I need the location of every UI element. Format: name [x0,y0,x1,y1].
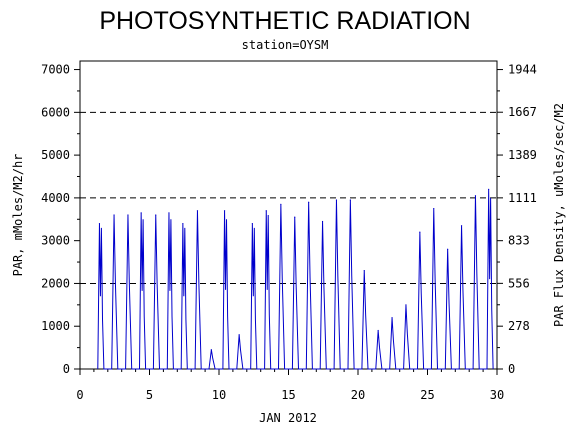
daily-peak-point [377,329,379,332]
y-tick-label: 5000 [41,148,70,162]
daily-peak-point [223,210,226,212]
y2-tick-label: 833 [508,234,530,248]
y2-tick-label: 1944 [508,63,537,77]
daily-peak-point [335,199,338,201]
daily-peak-point [447,248,449,250]
y-axis-title: PAR, mMoles/M2/hr [11,154,25,277]
daily-peak-point [251,222,253,225]
daily-peak-point [363,270,365,272]
daily-peak-point [280,203,282,205]
daily-peak-point [238,334,240,336]
daily-peak-point [460,225,463,227]
chart-title: PHOTOSYNTHETIC RADIATION [99,7,470,35]
x-tick-label: 20 [351,388,365,402]
y2-tick-label: 1667 [508,105,537,119]
y2-tick-label: 1111 [508,191,537,205]
daily-peak-point [127,214,129,216]
daily-peak-point [321,220,324,223]
daily-peak-point [182,222,184,225]
x-tick-label: 0 [76,388,83,402]
y-axis-ticks: 0 1000 2000 3000 4000 5000 6000 7000 [41,63,80,376]
daily-peak-point [349,199,351,201]
chart-subtitle: station=OYSM [242,38,329,52]
daily-peak-point [308,201,310,203]
y-tick-label: 3000 [41,234,70,248]
y2-tick-label: 1389 [508,148,537,162]
x-axis-title: JAN 2012 [259,411,317,425]
daily-peak-point [433,207,435,210]
x-tick-label: 30 [490,388,504,402]
daily-peak-point [265,210,267,212]
par-series-line [97,189,494,370]
y-tick-label: 2000 [41,276,70,290]
y-tick-label: 0 [63,362,70,376]
y-tick-label: 7000 [41,63,70,77]
y2-axis-title: PAR Flux Density, uMoles/sec/M2 [552,103,566,327]
daily-peak-point [488,188,490,190]
plot-frame [79,60,498,370]
y2-axis-ticks: 0 278 556 833 1111 1389 1667 1944 [497,63,537,376]
daily-peak-point [405,304,407,306]
y2-tick-label: 556 [508,276,530,290]
daily-peak-point [98,222,101,225]
y-tick-label: 1000 [41,319,70,333]
daily-peak-point [391,317,393,319]
y-tick-label: 6000 [41,105,70,119]
x-axis-ticks: 0 5 10 15 20 25 30 [76,369,504,402]
daily-peak-point [140,212,142,214]
daily-peak-point [210,349,212,351]
y2-tick-label: 0 [508,362,515,376]
x-tick-label: 5 [146,388,153,402]
y-tick-label: 4000 [41,191,70,205]
x-tick-label: 10 [212,388,226,402]
daily-peak-point [474,195,477,197]
daily-peak-point [196,210,199,212]
daily-peak-point [294,216,296,218]
daily-peak-point [155,214,157,216]
x-tick-label: 25 [420,388,434,402]
par-series [97,188,494,370]
y2-tick-label: 278 [508,319,530,333]
daily-peak-point [419,231,421,233]
daily-peak-point [168,212,170,214]
x-tick-label: 15 [281,388,295,402]
daily-peak-point [113,214,115,216]
